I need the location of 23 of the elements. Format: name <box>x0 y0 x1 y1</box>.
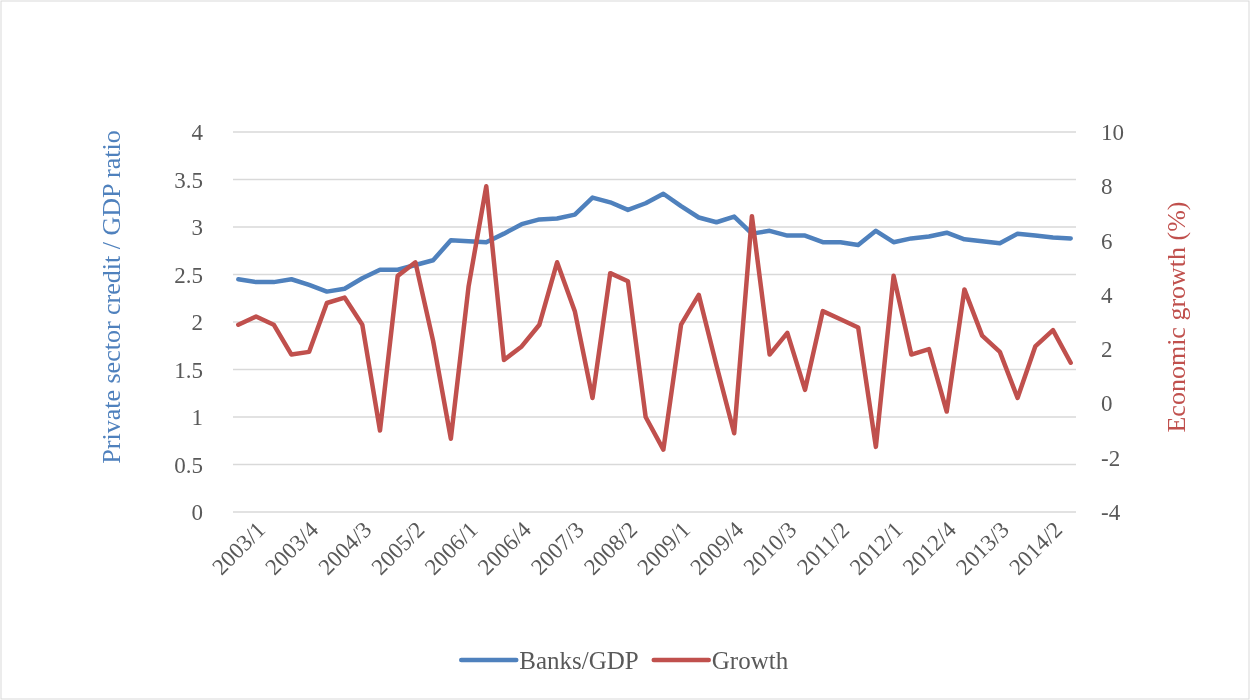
y2-tick-label: 2 <box>1101 337 1113 363</box>
legend-label: Growth <box>711 646 789 674</box>
y-tick-label: 3 <box>191 215 203 241</box>
y2-tick-label: 0 <box>1101 391 1113 417</box>
y-tick-label: 1 <box>191 405 203 431</box>
y-tick-label: 4 <box>191 120 204 146</box>
y2-axis-title: Economic growth (%) <box>1162 201 1191 433</box>
y-tick-label: 3.5 <box>174 167 203 193</box>
y2-tick-label: -4 <box>1101 500 1121 526</box>
y2-tick-label: 6 <box>1101 228 1113 254</box>
y2-tick-label: 4 <box>1101 282 1113 308</box>
legend-label: Banks/GDP <box>519 646 639 674</box>
y-tick-label: 0.5 <box>174 452 203 478</box>
y-tick-label: 2.5 <box>174 262 203 288</box>
y-axis-title: Private sector credit / GDP ratio <box>97 130 126 464</box>
y-tick-label: 1.5 <box>174 357 203 383</box>
y2-tick-label: -2 <box>1101 445 1121 471</box>
y-tick-label: 0 <box>191 500 203 526</box>
line-series <box>236 191 1073 294</box>
y-tick-label: 2 <box>191 310 203 336</box>
line-series <box>236 184 1073 452</box>
y2-tick-label: 10 <box>1101 120 1124 146</box>
y2-tick-label: 8 <box>1101 174 1113 200</box>
